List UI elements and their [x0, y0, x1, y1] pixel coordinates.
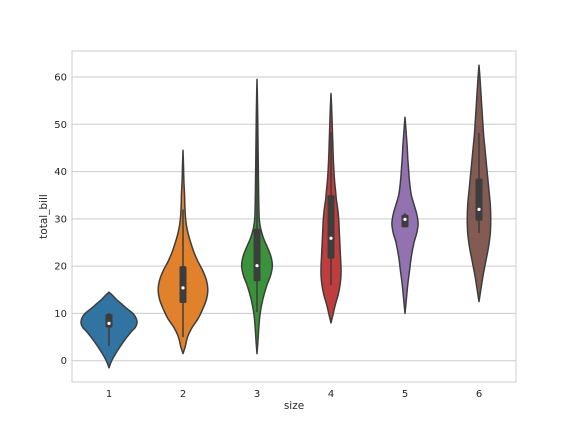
plot-area-frame: [71, 50, 517, 383]
y-tick-label: 20: [54, 262, 67, 273]
y-tick-label: 40: [54, 167, 67, 178]
x-tick-label: 6: [476, 389, 482, 400]
y-tick-label: 10: [54, 309, 67, 320]
violin-6: [466, 64, 492, 303]
y-tick-label: 0: [61, 356, 67, 367]
violin-median-point: [329, 236, 333, 240]
violin-2: [157, 149, 209, 355]
violin-median-point: [107, 321, 111, 325]
y-axis-label: total_bill: [38, 194, 50, 239]
violin-iqr-box: [105, 313, 113, 328]
violin-iqr-box: [179, 266, 187, 304]
y-tick-label: 30: [54, 214, 67, 225]
violin-median-point: [181, 286, 185, 290]
violin-median-point: [403, 217, 407, 221]
x-tick-label: 5: [402, 389, 408, 400]
violin-median-point: [255, 264, 259, 268]
x-tick-label: 2: [180, 389, 186, 400]
violin-iqr-box: [327, 195, 335, 259]
x-tick-label: 4: [328, 389, 334, 400]
y-tick-labels: 0 10 20 30 40 50 60: [54, 73, 67, 368]
grid-lines: [72, 76, 516, 362]
violin-4: [320, 92, 342, 324]
violins: [80, 64, 492, 369]
y-tick-label: 50: [54, 120, 67, 131]
x-axis-label: size: [284, 400, 304, 412]
x-tick-label: 3: [254, 389, 260, 400]
violin-1: [80, 291, 138, 369]
x-tick-label: 1: [106, 389, 112, 400]
violin-median-point: [477, 207, 481, 212]
violin-5: [391, 116, 419, 315]
violin-3: [240, 78, 274, 355]
violin-iqr-box: [401, 214, 409, 228]
x-tick-labels: 1 2 3 4 5 6: [106, 389, 482, 400]
violin-iqr-box: [253, 228, 261, 282]
y-tick-label: 60: [54, 73, 67, 84]
violin-iqr-box: [475, 178, 483, 221]
